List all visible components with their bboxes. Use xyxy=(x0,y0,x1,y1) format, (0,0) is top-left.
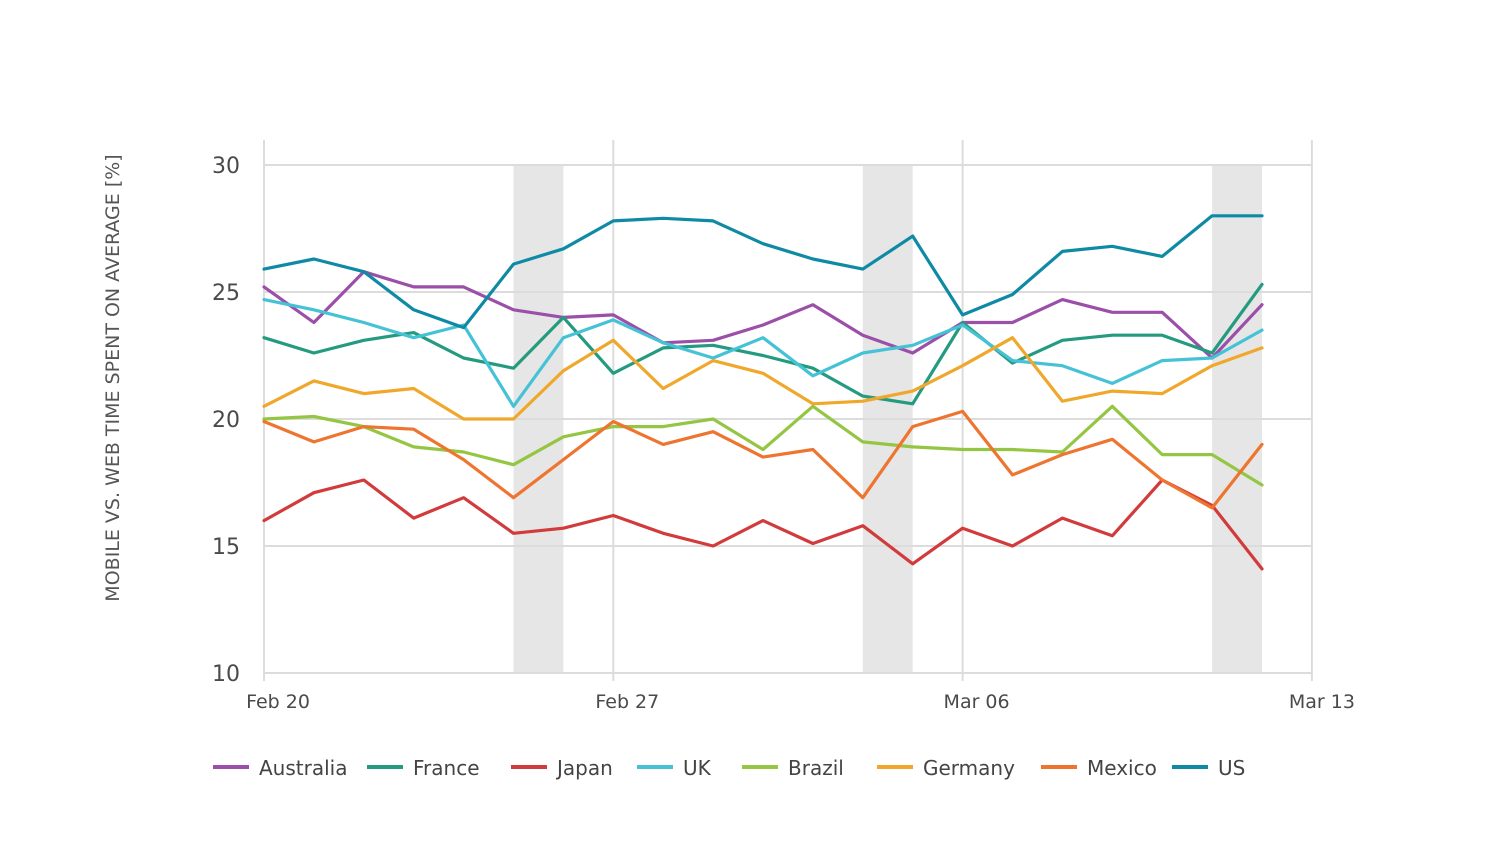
legend-item-france: France xyxy=(367,756,480,780)
series-line-us xyxy=(262,214,1264,330)
series-line-uk xyxy=(262,298,1264,408)
series-line-mexico xyxy=(262,409,1264,510)
x-tick-label-0: Feb 20 xyxy=(246,691,310,713)
legend-item-mexico: Mexico xyxy=(1041,756,1157,780)
y-axis-ticks: 10 15 20 25 30 xyxy=(212,154,240,687)
legend-label-mexico: Mexico xyxy=(1087,756,1157,780)
y-tick-label-30: 30 xyxy=(212,154,240,179)
y-axis-label: MOBILE VS. WEB TIME SPENT ON AVERAGE [%] xyxy=(102,154,124,601)
x-tick-label-3: Mar 13 xyxy=(1289,691,1355,713)
legend-label-uk: UK xyxy=(683,756,712,780)
series-line-france xyxy=(262,282,1264,406)
series-line-brazil xyxy=(262,404,1264,487)
y-tick-label-10: 10 xyxy=(212,662,240,687)
legend-item-us: US xyxy=(1172,756,1245,780)
series-line-japan xyxy=(262,478,1264,571)
legend-label-france: France xyxy=(413,756,480,780)
legend-label-japan: Japan xyxy=(555,756,613,780)
legend-label-germany: Germany xyxy=(923,756,1015,780)
legend-label-australia: Australia xyxy=(259,756,347,780)
legend-label-brazil: Brazil xyxy=(788,756,844,780)
series-line-australia xyxy=(262,270,1264,360)
legend-label-us: US xyxy=(1218,756,1245,780)
series-line-germany xyxy=(262,336,1264,421)
x-tick-label-2: Mar 06 xyxy=(944,691,1010,713)
y-tick-label-20: 20 xyxy=(212,408,240,433)
legend-item-germany: Germany xyxy=(877,756,1015,780)
y-tick-label-15: 15 xyxy=(212,535,240,560)
legend-item-australia: Australia xyxy=(213,756,347,780)
x-tick-label-1: Feb 27 xyxy=(595,691,659,713)
series-lines xyxy=(262,214,1264,571)
legend-item-brazil: Brazil xyxy=(742,756,844,780)
legend-item-uk: UK xyxy=(637,756,712,780)
y-tick-label-25: 25 xyxy=(212,281,240,306)
x-axis-ticks: Feb 20 Feb 27 Mar 06 Mar 13 xyxy=(246,691,1355,713)
legend: Australia France Japan UK Brazil Germany Mexic… xyxy=(213,756,1245,780)
grid-lines xyxy=(263,140,1313,681)
legend-item-japan: Japan xyxy=(511,756,613,780)
